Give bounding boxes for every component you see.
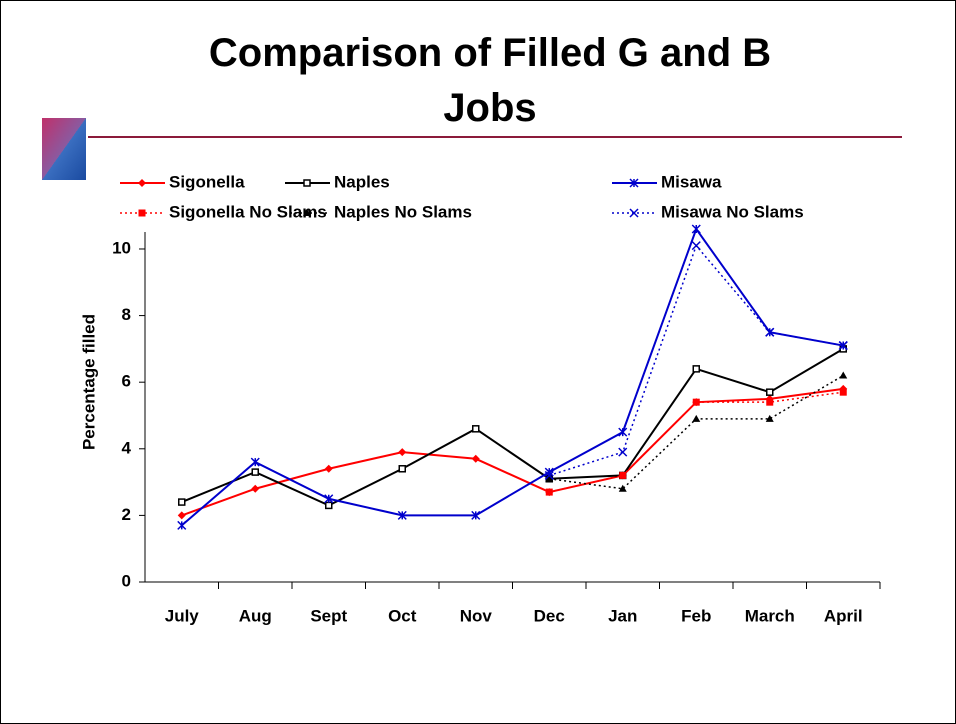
- legend-label: Sigonella No Slams: [169, 202, 327, 221]
- point: [398, 448, 407, 457]
- series-line: [181, 348, 844, 507]
- legend-label: Sigonella: [169, 172, 245, 191]
- point: [250, 457, 260, 467]
- x-tick-label: Oct: [388, 606, 417, 625]
- y-tick-label: 6: [122, 372, 131, 391]
- point: [397, 510, 407, 520]
- x-tick-label: April: [824, 606, 863, 625]
- point: [618, 427, 628, 437]
- y-tick-label: 10: [112, 238, 131, 257]
- point: [325, 501, 333, 510]
- point: [766, 388, 774, 396]
- point: [177, 511, 186, 520]
- point: [178, 498, 186, 506]
- y-tick-label: 4: [122, 438, 132, 457]
- legend-marker: [303, 209, 311, 216]
- chart-title: Comparison of Filled G and B Jobs: [209, 31, 771, 130]
- x-tick-label: Jan: [608, 606, 637, 625]
- y-tick-label: 8: [122, 305, 131, 324]
- x-tick-label: March: [745, 606, 795, 625]
- point: [251, 484, 260, 493]
- point: [839, 371, 848, 379]
- legend-label: Naples: [334, 172, 390, 191]
- point: [619, 471, 627, 479]
- point: [472, 425, 480, 433]
- point: [618, 447, 628, 457]
- point: [544, 470, 554, 480]
- point: [251, 468, 259, 476]
- y-axis-label: Percentage filled: [79, 314, 98, 450]
- point: [545, 488, 553, 496]
- point: [765, 414, 774, 422]
- point: [838, 341, 848, 351]
- point: [324, 494, 334, 504]
- legend-marker: [138, 179, 146, 187]
- legend-label: Misawa: [661, 172, 722, 191]
- x-tick-label: July: [165, 606, 200, 625]
- point: [471, 454, 480, 463]
- y-tick-label: 2: [122, 505, 131, 524]
- x-tick-label: Dec: [534, 606, 565, 625]
- point: [691, 241, 701, 251]
- point: [324, 464, 333, 473]
- legend-marker: [629, 178, 639, 188]
- x-tick-label: Nov: [460, 606, 493, 625]
- point: [766, 398, 774, 406]
- point: [398, 465, 406, 473]
- series-line: [549, 391, 844, 493]
- legend-marker: [303, 179, 311, 187]
- y-tick-label: 0: [122, 571, 131, 590]
- point: [765, 327, 775, 337]
- point: [691, 224, 701, 234]
- point: [692, 414, 701, 422]
- legend-marker: [138, 209, 146, 217]
- series-line: [181, 387, 844, 517]
- slide-icon: [42, 118, 86, 180]
- point: [618, 484, 627, 492]
- point: [545, 474, 554, 482]
- x-tick-label: Feb: [681, 606, 711, 625]
- point: [692, 398, 700, 406]
- series-line: [181, 226, 844, 527]
- point: [839, 388, 847, 396]
- legend-marker: [629, 208, 639, 218]
- x-tick-label: Aug: [239, 606, 272, 625]
- legend-label: Misawa No Slams: [661, 202, 804, 221]
- legend-label: Naples No Slams: [334, 202, 472, 221]
- point: [177, 520, 187, 530]
- point: [471, 510, 481, 520]
- point: [692, 365, 700, 373]
- x-tick-label: Sept: [310, 606, 347, 625]
